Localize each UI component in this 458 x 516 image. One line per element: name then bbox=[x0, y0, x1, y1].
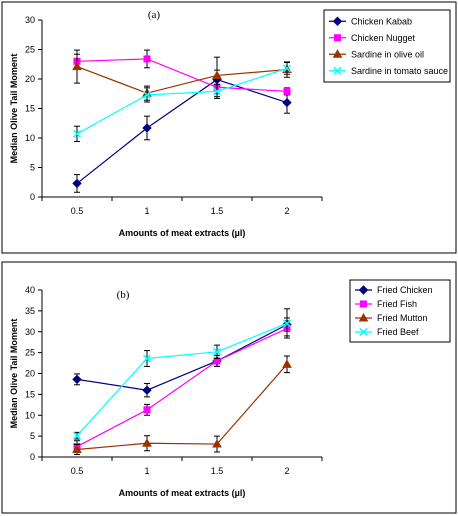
legend: Chicken Kabab Chicken Nugget Sardine in ol… bbox=[323, 9, 451, 83]
y-tick-label: 25 bbox=[25, 45, 35, 55]
data-point bbox=[72, 444, 82, 453]
legend: Fried Chicken Fried Fish Fried Mutton Fried… bbox=[349, 279, 451, 343]
chart-panel-a: 0 5 10 15 20 25 30 0.5 1 1.5 2 Amounts of meat extr… bbox=[1, 1, 457, 254]
x-tick-label: 2 bbox=[284, 206, 289, 216]
legend-label: Chicken Kabab bbox=[351, 16, 412, 26]
data-point bbox=[212, 439, 222, 448]
legend-item: Fried Mutton bbox=[355, 312, 428, 323]
legend-label: Sardine in tomato sauce bbox=[351, 66, 448, 76]
data-point bbox=[143, 55, 151, 63]
y-tick-label: 0 bbox=[30, 192, 35, 202]
y-tick-label: 30 bbox=[25, 15, 35, 25]
series-line bbox=[76, 324, 288, 391]
panel-label: (b) bbox=[117, 289, 130, 301]
y-tick-label: 40 bbox=[25, 285, 35, 295]
data-point bbox=[142, 123, 152, 133]
y-axis-title: Median Olive Tail Moment bbox=[9, 319, 19, 429]
x-tick-label: 0.5 bbox=[71, 206, 84, 216]
legend-item: Chicken Kabab bbox=[329, 16, 412, 26]
series-line bbox=[76, 66, 288, 94]
data-point bbox=[212, 347, 222, 356]
legend-label: Fried Fish bbox=[377, 299, 417, 309]
chart-panel-b: 0 5 10 15 20 25 30 35 40 0.5 1 1.5 2 Amounts of meat … bbox=[1, 261, 457, 514]
legend-marker bbox=[358, 312, 369, 322]
y-tick-label: 35 bbox=[25, 306, 35, 316]
legend-marker bbox=[360, 300, 367, 308]
legend-item: Sardine in olive oil bbox=[329, 49, 424, 59]
legend-marker bbox=[359, 327, 368, 337]
y-tick-label: 5 bbox=[30, 431, 35, 441]
series-line bbox=[76, 78, 288, 184]
x-tick-label: 2 bbox=[284, 466, 289, 476]
y-tick-label: 30 bbox=[25, 327, 35, 337]
series-fried-mutton bbox=[72, 355, 292, 455]
legend-item: Chicken Nugget bbox=[329, 33, 416, 43]
data-point bbox=[283, 87, 291, 95]
x-tick-label: 1.5 bbox=[211, 206, 224, 216]
series-sardine-in-tomato-sauce bbox=[72, 61, 292, 143]
legend-marker bbox=[358, 285, 369, 295]
y-tick-label: 25 bbox=[25, 348, 35, 358]
data-point bbox=[142, 438, 152, 447]
x-tick-label: 1 bbox=[144, 206, 149, 216]
y-tick-label: 15 bbox=[25, 389, 35, 399]
series-line bbox=[76, 322, 288, 437]
y-tick-label: 5 bbox=[30, 163, 35, 173]
legend-label: Fried Mutton bbox=[377, 313, 428, 323]
data-point bbox=[142, 90, 152, 99]
series-line bbox=[76, 327, 288, 448]
data-point bbox=[282, 64, 292, 73]
y-axis-title: Median Olive Tail Moment bbox=[9, 54, 19, 164]
legend-box bbox=[323, 9, 451, 83]
y-tick-label: 10 bbox=[25, 133, 35, 143]
legend-marker bbox=[332, 16, 343, 26]
series-line bbox=[76, 67, 288, 135]
panel-label: (a) bbox=[148, 9, 161, 21]
legend-item: Fried Chicken bbox=[355, 285, 433, 295]
data-point bbox=[143, 406, 151, 414]
y-tick-label: 20 bbox=[25, 74, 35, 84]
legend-item: Fried Beef bbox=[355, 327, 419, 337]
series-line bbox=[76, 363, 288, 451]
series-fried-beef bbox=[72, 308, 292, 440]
legend-item: Sardine in tomato sauce bbox=[329, 66, 448, 76]
legend-marker bbox=[334, 34, 341, 42]
x-tick-label: 0.5 bbox=[71, 466, 84, 476]
legend-label: Chicken Nugget bbox=[351, 33, 416, 43]
legend-marker bbox=[333, 66, 342, 75]
data-point bbox=[282, 319, 292, 328]
legend-label: Fried Beef bbox=[377, 327, 419, 337]
x-tick-label: 1 bbox=[144, 466, 149, 476]
y-tick-label: 20 bbox=[25, 369, 35, 379]
legend-item: Fried Fish bbox=[355, 299, 417, 309]
data-point bbox=[142, 354, 152, 363]
data-point bbox=[72, 178, 82, 189]
y-tick-label: 10 bbox=[25, 410, 35, 420]
data-point bbox=[72, 431, 82, 440]
data-point bbox=[212, 87, 222, 96]
data-point bbox=[282, 359, 292, 368]
legend-label: Sardine in olive oil bbox=[351, 49, 424, 59]
y-tick-label: 15 bbox=[25, 104, 35, 114]
x-axis-title: Amounts of meat extracts (µl) bbox=[119, 228, 246, 238]
data-point bbox=[72, 129, 82, 138]
data-point bbox=[72, 374, 82, 385]
data-point bbox=[282, 97, 292, 108]
x-axis-title: Amounts of meat extracts (µl) bbox=[119, 488, 246, 498]
x-tick-label: 1.5 bbox=[211, 466, 224, 476]
legend-label: Fried Chicken bbox=[377, 285, 433, 295]
data-point bbox=[72, 61, 82, 71]
series-line bbox=[76, 58, 288, 92]
data-point bbox=[212, 70, 222, 79]
legend-marker bbox=[332, 49, 343, 58]
y-tick-label: 0 bbox=[30, 452, 35, 462]
data-point bbox=[142, 385, 152, 395]
